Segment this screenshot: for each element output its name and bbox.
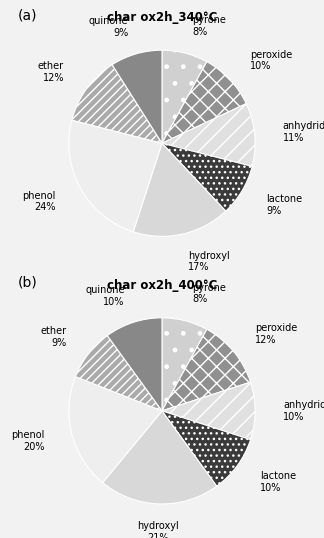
Wedge shape	[162, 143, 252, 211]
Text: lactone
9%: lactone 9%	[266, 194, 302, 216]
Text: phenol
20%: phenol 20%	[11, 430, 45, 452]
Wedge shape	[72, 65, 162, 143]
Title: char ox2h_340°C: char ox2h_340°C	[107, 11, 217, 24]
Text: ether
12%: ether 12%	[38, 61, 64, 83]
Wedge shape	[162, 382, 255, 440]
Text: hydroxyl
17%: hydroxyl 17%	[188, 251, 230, 272]
Wedge shape	[162, 411, 250, 486]
Text: lactone
10%: lactone 10%	[260, 471, 296, 493]
Text: peroxide
10%: peroxide 10%	[250, 49, 293, 71]
Wedge shape	[162, 50, 207, 143]
Text: hydroxyl
21%: hydroxyl 21%	[137, 521, 179, 538]
Wedge shape	[162, 318, 207, 411]
Wedge shape	[107, 318, 162, 411]
Text: pyrone
8%: pyrone 8%	[192, 283, 226, 305]
Text: quinone
10%: quinone 10%	[85, 285, 125, 307]
Text: quinone
9%: quinone 9%	[89, 16, 128, 38]
Text: anhydride
10%: anhydride 10%	[283, 400, 324, 422]
Wedge shape	[112, 50, 162, 143]
Title: char ox2h_400°C: char ox2h_400°C	[107, 279, 217, 292]
Wedge shape	[162, 329, 250, 411]
Wedge shape	[103, 411, 217, 504]
Wedge shape	[69, 377, 162, 483]
Wedge shape	[69, 120, 162, 232]
Text: (b): (b)	[18, 276, 38, 290]
Wedge shape	[162, 104, 255, 166]
Text: (a): (a)	[18, 8, 37, 22]
Text: ether
9%: ether 9%	[40, 326, 66, 348]
Wedge shape	[133, 143, 226, 236]
Text: peroxide
12%: peroxide 12%	[255, 323, 297, 344]
Text: pyrone
8%: pyrone 8%	[192, 15, 226, 37]
Wedge shape	[162, 62, 246, 143]
Wedge shape	[75, 336, 162, 411]
Text: phenol
24%: phenol 24%	[23, 191, 56, 213]
Text: anhydride
11%: anhydride 11%	[283, 121, 324, 143]
